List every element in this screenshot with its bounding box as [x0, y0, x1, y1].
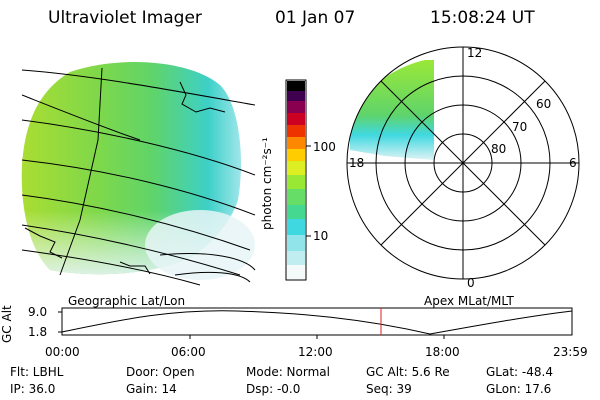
altitude-ytick-1.8: 1.8: [28, 325, 48, 339]
altitude-ylabel: GC Alt: [0, 305, 14, 343]
mlt-label-12: 12: [467, 46, 483, 60]
mlt-label-6: 6: [569, 156, 577, 170]
info-glat: GLat: -48.4: [486, 365, 553, 379]
info-glon: GLon: 17.6: [486, 382, 552, 396]
mlt-label-0: 0: [467, 276, 475, 290]
mlt-label-18: 18: [349, 156, 365, 170]
colorbar-unit-label: photon cm⁻²s⁻¹: [260, 137, 274, 230]
polar-plot: [346, 46, 580, 280]
geographic-image: [21, 62, 256, 286]
time-label: 15:08:24 UT: [430, 8, 535, 28]
altitude-plot: [58, 307, 573, 339]
info-ip: IP: 36.0: [10, 382, 56, 396]
time-tick-0000: 00:00: [45, 345, 80, 359]
time-tick-1200: 12:00: [298, 345, 333, 359]
apex-label: Apex MLat/MLT: [424, 294, 514, 308]
info-mode: Mode: Normal: [246, 365, 330, 379]
date-label: 01 Jan 07: [275, 8, 356, 28]
geographic-label: Geographic Lat/Lon: [68, 294, 186, 308]
info-gcalt: GC Alt: 5.6 Re: [366, 365, 450, 379]
lat-label-70: 70: [512, 120, 528, 134]
info-flt: Flt: LBHL: [10, 365, 64, 379]
colorbar-tick-10: 10: [313, 229, 329, 243]
info-seq: Seq: 39: [366, 382, 412, 396]
lat-label-80: 80: [491, 142, 507, 156]
info-dsp: Dsp: -0.0: [246, 382, 301, 396]
info-door: Door: Open: [126, 365, 195, 379]
instrument-title: Ultraviolet Imager: [48, 8, 202, 28]
info-gain: Gain: 14: [126, 382, 177, 396]
colorbar: [285, 79, 311, 281]
colorbar-tick-100: 100: [313, 140, 336, 154]
altitude-ytick-9: 9.0: [28, 305, 48, 319]
time-tick-1800: 18:00: [425, 345, 460, 359]
lat-label-60: 60: [536, 97, 552, 111]
time-tick-2359: 23:59: [553, 345, 588, 359]
time-tick-0600: 06:00: [171, 345, 206, 359]
